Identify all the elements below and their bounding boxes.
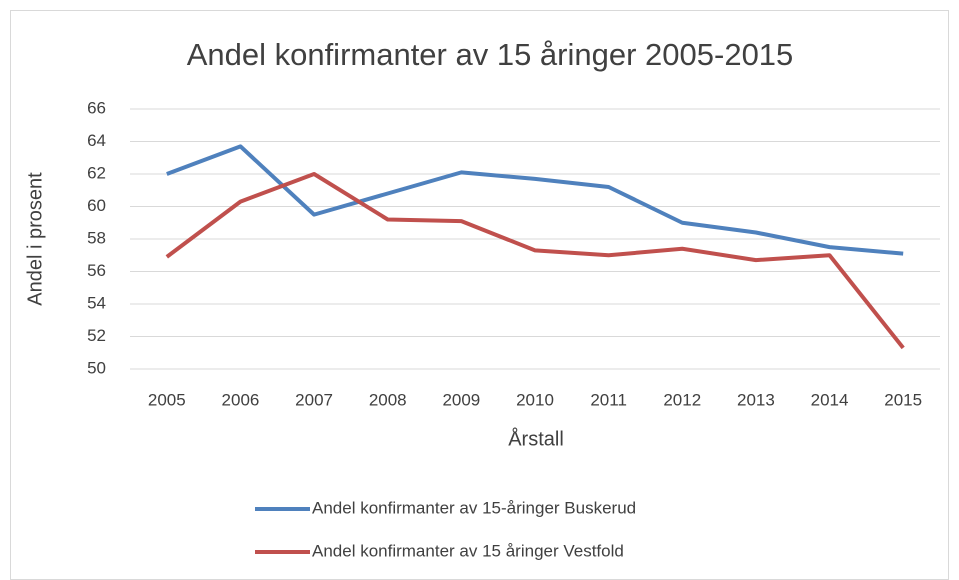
y-axis-title: Andel i prosent bbox=[24, 172, 46, 306]
x-tick-label: 2008 bbox=[369, 390, 407, 409]
chart-border bbox=[10, 10, 949, 580]
legend-label: Andel konfirmanter av 15-åringer Buskeru… bbox=[312, 498, 636, 517]
y-tick-label: 56 bbox=[87, 261, 106, 280]
legend-label: Andel konfirmanter av 15 åringer Vestfol… bbox=[312, 541, 624, 560]
x-tick-label: 2012 bbox=[663, 390, 701, 409]
chart-title: Andel konfirmanter av 15 åringer 2005-20… bbox=[187, 37, 794, 72]
y-tick-label: 54 bbox=[87, 293, 106, 312]
x-tick-label: 2005 bbox=[148, 390, 186, 409]
x-tick-label: 2009 bbox=[442, 390, 480, 409]
x-tick-label: 2015 bbox=[884, 390, 922, 409]
series-line bbox=[165, 172, 905, 350]
y-tick-label: 62 bbox=[87, 163, 106, 182]
x-tick-label: 2014 bbox=[811, 390, 849, 409]
y-tick-label: 66 bbox=[87, 98, 106, 117]
x-tick-label: 2011 bbox=[590, 390, 627, 409]
y-tick-label: 58 bbox=[87, 228, 106, 247]
y-tick-label: 52 bbox=[87, 326, 106, 345]
x-tick-label: 2010 bbox=[516, 390, 554, 409]
y-tick-label: 64 bbox=[87, 131, 106, 150]
x-tick-label: 2007 bbox=[295, 390, 333, 409]
y-tick-label: 50 bbox=[87, 358, 106, 377]
series-line bbox=[166, 144, 904, 256]
x-axis-title: Årstall bbox=[508, 427, 564, 450]
x-tick-label: 2006 bbox=[222, 390, 260, 409]
x-tick-label: 2013 bbox=[737, 390, 775, 409]
y-tick-label: 60 bbox=[87, 196, 106, 215]
